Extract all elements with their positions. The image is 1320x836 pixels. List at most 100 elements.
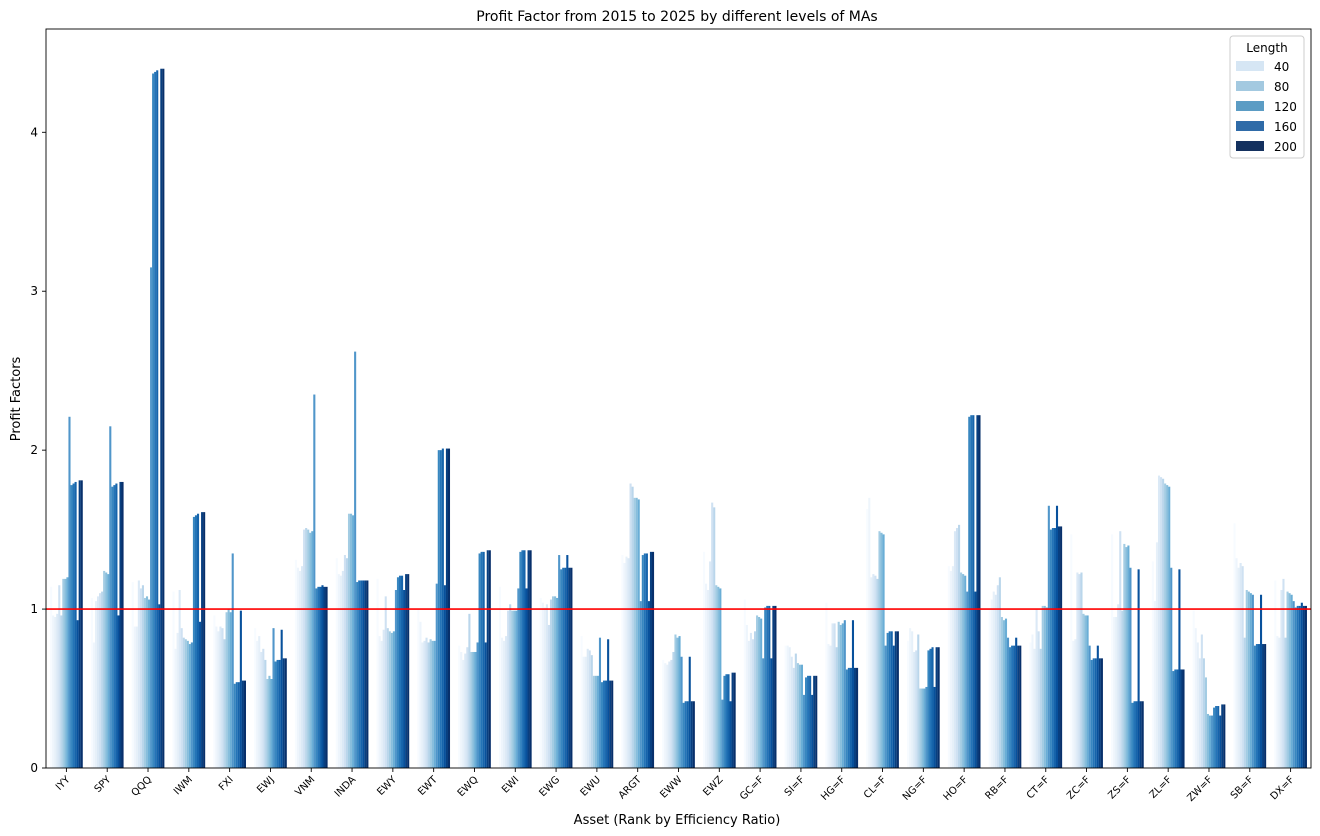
- bar-ewu-9: [598, 637, 602, 768]
- bar-iwm-9: [190, 642, 193, 768]
- bar-zwf-8: [1208, 715, 1212, 768]
- bar-inda-14: [364, 580, 367, 768]
- bar-spy-13: [117, 615, 120, 768]
- bar-clf-10: [886, 632, 889, 768]
- bar-iyy-2: [54, 617, 57, 768]
- bar-gcf-15: [774, 605, 777, 768]
- bar-vnm-6: [307, 529, 310, 768]
- legend-swatch-160: [1236, 121, 1264, 131]
- bar-fxi-0: [213, 615, 216, 768]
- bar-zwf-4: [1200, 634, 1203, 768]
- bar-clf-2: [870, 577, 873, 768]
- bar-ngf-9: [925, 686, 928, 768]
- bar-zcf-14: [1098, 658, 1101, 768]
- bar-rbf-1: [990, 599, 993, 768]
- bar-sbf-2: [1237, 567, 1240, 768]
- bar-clf-5: [876, 578, 879, 768]
- bar-hof-14: [976, 415, 979, 768]
- bar-eww-0: [662, 659, 665, 768]
- bar-zsf-8: [1127, 545, 1130, 768]
- legend-swatch-40: [1236, 61, 1264, 71]
- bar-clf-4: [874, 575, 877, 768]
- bar-zsf-10: [1131, 702, 1134, 768]
- bar-iwm-7: [186, 640, 189, 768]
- bar-sif-14: [813, 675, 816, 768]
- bar-fxi-11: [235, 682, 238, 768]
- bar-spy-8: [107, 574, 110, 768]
- bar-rbf-11: [1011, 645, 1014, 768]
- x-tick-label: CT=F: [1025, 774, 1052, 801]
- bar-sbf-5: [1243, 637, 1246, 768]
- bar-ewu-13: [607, 639, 610, 768]
- bar-zcf-4: [1078, 574, 1081, 768]
- bar-iyy-13: [76, 620, 79, 768]
- bar-ngf-5: [917, 634, 920, 768]
- bar-ewt-9: [435, 583, 438, 768]
- bar-eww-4: [670, 659, 673, 768]
- bar-rbf-15: [1019, 645, 1022, 768]
- bar-ewt-2: [421, 642, 424, 768]
- bar-ewu-1: [582, 656, 585, 768]
- bar-ewi-9: [517, 588, 520, 768]
- bar-eww-14: [690, 701, 693, 768]
- bar-hgf-1: [827, 644, 830, 768]
- bar-hgf-14: [853, 667, 857, 768]
- bar-zcf-3: [1076, 572, 1079, 768]
- bar-inda-4: [343, 555, 346, 768]
- bar-vnm-14: [323, 586, 326, 768]
- bar-inda-8: [352, 515, 355, 768]
- bar-dxf-3: [1280, 590, 1283, 768]
- bar-ctf-6: [1041, 605, 1044, 768]
- y-tick-label: 3: [30, 284, 38, 298]
- bar-zsf-0: [1111, 534, 1114, 768]
- bar-zcf-7: [1084, 615, 1087, 768]
- bar-ewg-12: [564, 567, 567, 768]
- bar-spy-3: [97, 596, 100, 768]
- bar-ewz-5: [713, 507, 716, 768]
- bar-qqq-3: [137, 580, 140, 768]
- bar-zsf-11: [1133, 701, 1136, 768]
- bar-zwf-5: [1202, 658, 1205, 768]
- bar-ewi-14: [527, 550, 530, 768]
- legend-title: Length: [1246, 41, 1287, 55]
- bar-inda-0: [335, 558, 338, 768]
- bar-zwf-3: [1198, 658, 1201, 768]
- bar-ewu-5: [590, 655, 593, 768]
- bar-ewj-15: [284, 658, 287, 768]
- bar-spy-14: [119, 481, 122, 768]
- bar-rbf-3: [994, 594, 997, 768]
- bar-ewu-8: [596, 675, 599, 768]
- bar-dxf-1: [1276, 636, 1279, 768]
- bar-sbf-3: [1239, 562, 1242, 768]
- bar-dxf-9: [1292, 601, 1295, 768]
- bar-iyy-15: [80, 480, 83, 768]
- bar-eww-2: [666, 664, 669, 768]
- bar-vnm-8: [311, 531, 314, 768]
- bar-hof-4: [955, 528, 959, 768]
- bar-ewq-5: [468, 613, 471, 768]
- y-tick-label: 2: [30, 443, 38, 457]
- bar-rbf-12: [1013, 645, 1016, 768]
- bar-ctf-2: [1033, 648, 1036, 768]
- bar-hgf-4: [833, 623, 836, 768]
- bar-ctf-0: [1029, 642, 1032, 768]
- bar-hgf-11: [847, 667, 850, 768]
- bar-iwm-1: [174, 648, 177, 768]
- bar-inda-12: [360, 580, 363, 768]
- x-tick-label: ZW=F: [1185, 774, 1215, 804]
- bar-ewt-6: [429, 639, 432, 768]
- bar-spy-1: [92, 642, 96, 768]
- bar-ewt-4: [425, 637, 428, 768]
- bar-argt-12: [645, 553, 648, 768]
- x-tick-label: IWM: [172, 774, 195, 797]
- bar-ewy-3: [382, 629, 385, 768]
- bar-ewj-9: [272, 628, 275, 768]
- bar-gcf-3: [749, 632, 752, 768]
- bar-ewz-15: [733, 672, 736, 768]
- bar-argt-1: [623, 562, 626, 768]
- bar-spy-15: [121, 481, 124, 768]
- bar-dxf-12: [1298, 605, 1301, 768]
- bar-argt-5: [631, 486, 634, 768]
- bar-zsf-1: [1113, 617, 1116, 768]
- bar-ewg-2: [543, 607, 546, 768]
